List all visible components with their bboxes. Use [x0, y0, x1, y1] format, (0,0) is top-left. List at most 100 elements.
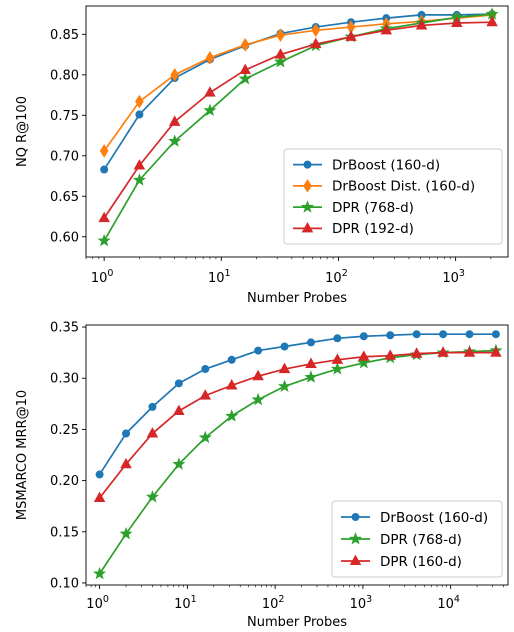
data-point — [465, 330, 474, 339]
data-point — [168, 134, 182, 147]
msmarco-series-drboost-160-d — [95, 330, 500, 479]
msmarco-plot-frame — [85, 324, 509, 586]
data-point — [359, 332, 368, 341]
nq-plot-frame — [85, 5, 509, 258]
data-point — [238, 72, 252, 85]
data-point — [280, 342, 289, 351]
legend-swatch-marker — [301, 222, 314, 233]
legend-entry-label: DPR (768-d) — [380, 532, 462, 548]
msmarco-series-dpr-160-d — [93, 346, 502, 503]
msmarco-x-tick-label: 103 — [350, 594, 373, 612]
series-line — [103, 14, 493, 152]
nq-y-tick-label: 0.85 — [50, 28, 79, 43]
data-point — [274, 48, 287, 59]
data-point — [357, 356, 371, 369]
data-point — [491, 330, 500, 339]
data-point — [201, 365, 210, 374]
series-line — [103, 13, 493, 242]
series-line — [103, 13, 493, 171]
data-point — [278, 362, 291, 374]
data-point — [172, 457, 186, 470]
data-point — [451, 16, 463, 28]
data-point — [380, 23, 393, 35]
data-point — [146, 427, 159, 438]
legend-swatch-marker — [348, 532, 363, 545]
data-point — [97, 233, 111, 247]
nq-x-tick-label: 102 — [325, 268, 348, 286]
data-point — [463, 346, 476, 357]
nq-x-tick-label: 101 — [208, 268, 231, 286]
legend-swatch-marker — [303, 179, 312, 193]
data-point — [330, 362, 344, 375]
data-point — [120, 457, 132, 469]
data-point — [199, 389, 212, 400]
data-point — [93, 566, 107, 580]
data-point — [148, 402, 157, 411]
msmarco-y-tick-label: 0.15 — [50, 525, 79, 540]
nq-legend: DrBoost (160-d) DrBoost Dist. (160-d) DPR … — [283, 148, 503, 245]
data-point — [278, 379, 292, 392]
data-point — [251, 392, 265, 406]
data-point — [273, 55, 288, 68]
legend-entry-label: DrBoost (160-d) — [380, 510, 488, 526]
msmarco-y-tick-label: 0.10 — [50, 576, 79, 591]
legend-entry-label: DPR (160-d) — [380, 554, 462, 570]
data-point — [311, 23, 321, 38]
data-point — [410, 347, 423, 358]
data-point — [100, 165, 109, 174]
msmarco-y-tick-label: 0.20 — [50, 474, 79, 489]
data-point — [276, 28, 285, 42]
data-point — [203, 103, 217, 116]
data-point — [358, 350, 370, 361]
msmarco-x-tick-label: 104 — [437, 594, 460, 612]
nq-y-tick-label: 0.60 — [50, 230, 79, 245]
legend-entry-label: DrBoost Dist. (160-d) — [332, 179, 475, 195]
data-point — [205, 51, 215, 65]
data-point — [93, 491, 106, 503]
data-point — [174, 379, 183, 388]
nq-x-tick-label: 103 — [442, 268, 465, 286]
legend-entry-label: DrBoost (160-d) — [332, 157, 440, 173]
data-point — [135, 110, 144, 119]
data-point — [119, 526, 133, 540]
data-point — [490, 346, 502, 357]
data-point — [170, 68, 180, 82]
data-point — [135, 94, 144, 109]
legend-entry-label: DPR (192-d) — [332, 221, 414, 237]
chart-nq-recall: 0.60 0.65 0.70 0.75 0.80 0.85 100 101 102 103 Numb… — [15, 5, 509, 306]
data-point — [437, 346, 449, 357]
legend-swatch-marker — [300, 200, 315, 213]
msmarco-y-tick-label: 0.30 — [50, 372, 79, 387]
legend-swatch-marker — [303, 160, 312, 169]
data-point — [132, 173, 146, 186]
data-point — [412, 330, 421, 339]
nq-y-tick-label: 0.65 — [50, 190, 79, 205]
data-point — [333, 334, 342, 343]
data-point — [331, 353, 344, 364]
data-point — [384, 349, 396, 360]
data-point — [95, 470, 104, 479]
data-point — [98, 211, 110, 223]
legend-swatch-marker — [349, 554, 362, 566]
nq-x-axis-label: Number Probes — [247, 291, 347, 306]
data-point — [99, 144, 109, 158]
data-point — [225, 379, 238, 390]
data-point — [254, 346, 263, 355]
data-point — [345, 30, 357, 41]
nq-y-axis-label: NQ R@100 — [15, 96, 30, 167]
msmarco-y-axis-label: MSMARCO MRR@10 — [15, 390, 30, 520]
data-point — [439, 330, 448, 339]
legend-entry-label: DPR (768-d) — [332, 200, 414, 216]
chart-msmarco-mrr: 0.10 0.15 0.20 0.25 0.30 0.35 100 101 102 103 104 N… — [15, 321, 509, 630]
data-point — [306, 338, 315, 347]
data-point — [239, 63, 251, 75]
data-point — [168, 115, 181, 126]
data-point — [415, 19, 428, 30]
data-point — [227, 355, 236, 364]
msmarco-x-tick-label: 102 — [262, 594, 285, 612]
nq-x-tick-label: 100 — [91, 268, 114, 286]
nq-y-tick-label: 0.75 — [50, 109, 79, 124]
data-point — [486, 15, 498, 27]
msmarco-y-tick-label: 0.35 — [50, 321, 79, 336]
data-point — [309, 37, 322, 49]
